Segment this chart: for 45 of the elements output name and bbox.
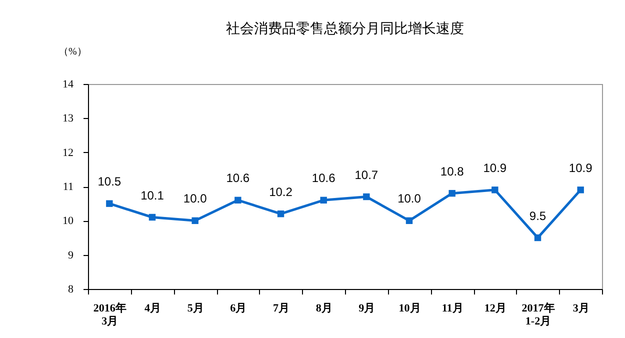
point bbox=[492, 186, 498, 194]
point bbox=[363, 193, 370, 200]
x-tick-label: 7月 bbox=[273, 302, 290, 314]
y-tick-label: 14 bbox=[62, 78, 74, 90]
x-tick-label: 3月 bbox=[572, 302, 590, 314]
point bbox=[106, 200, 113, 207]
point bbox=[534, 234, 542, 242]
y-tick-label: 11 bbox=[62, 181, 74, 193]
data-label: 10.9 bbox=[483, 160, 507, 175]
data-label: 9.5 bbox=[529, 208, 546, 223]
data-label: 10.6 bbox=[312, 171, 336, 186]
data-label: 10.0 bbox=[398, 192, 422, 206]
point bbox=[406, 217, 413, 224]
x-tick-label: 10月 bbox=[398, 302, 421, 314]
point bbox=[577, 186, 584, 194]
point bbox=[148, 214, 156, 221]
y-tick-label: 10 bbox=[62, 215, 74, 228]
x-tick-label: 9月 bbox=[358, 302, 376, 314]
point bbox=[277, 210, 284, 218]
x-tick-label: 4月 bbox=[144, 302, 161, 314]
x-tick-label: 2016年 3月 bbox=[93, 302, 126, 328]
data-label: 10.2 bbox=[269, 184, 293, 199]
data-label: 10.7 bbox=[354, 168, 378, 182]
point bbox=[234, 196, 242, 204]
y-axis-title: （%） bbox=[58, 46, 87, 58]
point bbox=[448, 190, 456, 197]
data-label: 10.5 bbox=[98, 174, 122, 189]
point bbox=[320, 196, 327, 204]
chart-title: 社会消费品零售总额分月同比增长速度 bbox=[226, 21, 464, 37]
data-label: 10.0 bbox=[183, 192, 208, 206]
x-tick-label: 2017年 1-2月 bbox=[522, 302, 555, 328]
y-tick-label: 13 bbox=[62, 112, 74, 125]
x-tick-label: 8月 bbox=[316, 302, 332, 314]
y-tick-label: 12 bbox=[62, 146, 74, 159]
x-tick-label: 5月 bbox=[187, 302, 204, 314]
data-label: 10.1 bbox=[140, 188, 164, 202]
y-tick-label: 9 bbox=[68, 249, 74, 262]
data-label: 10.6 bbox=[226, 171, 250, 186]
x-tick-label: 11月 bbox=[442, 302, 464, 314]
y-tick-label: 8 bbox=[68, 284, 74, 296]
data-label: 10.8 bbox=[440, 164, 464, 178]
x-tick-label: 6月 bbox=[230, 302, 247, 314]
data-label: 10.9 bbox=[568, 160, 593, 175]
point bbox=[192, 217, 198, 224]
x-tick-label: 12月 bbox=[484, 302, 506, 314]
